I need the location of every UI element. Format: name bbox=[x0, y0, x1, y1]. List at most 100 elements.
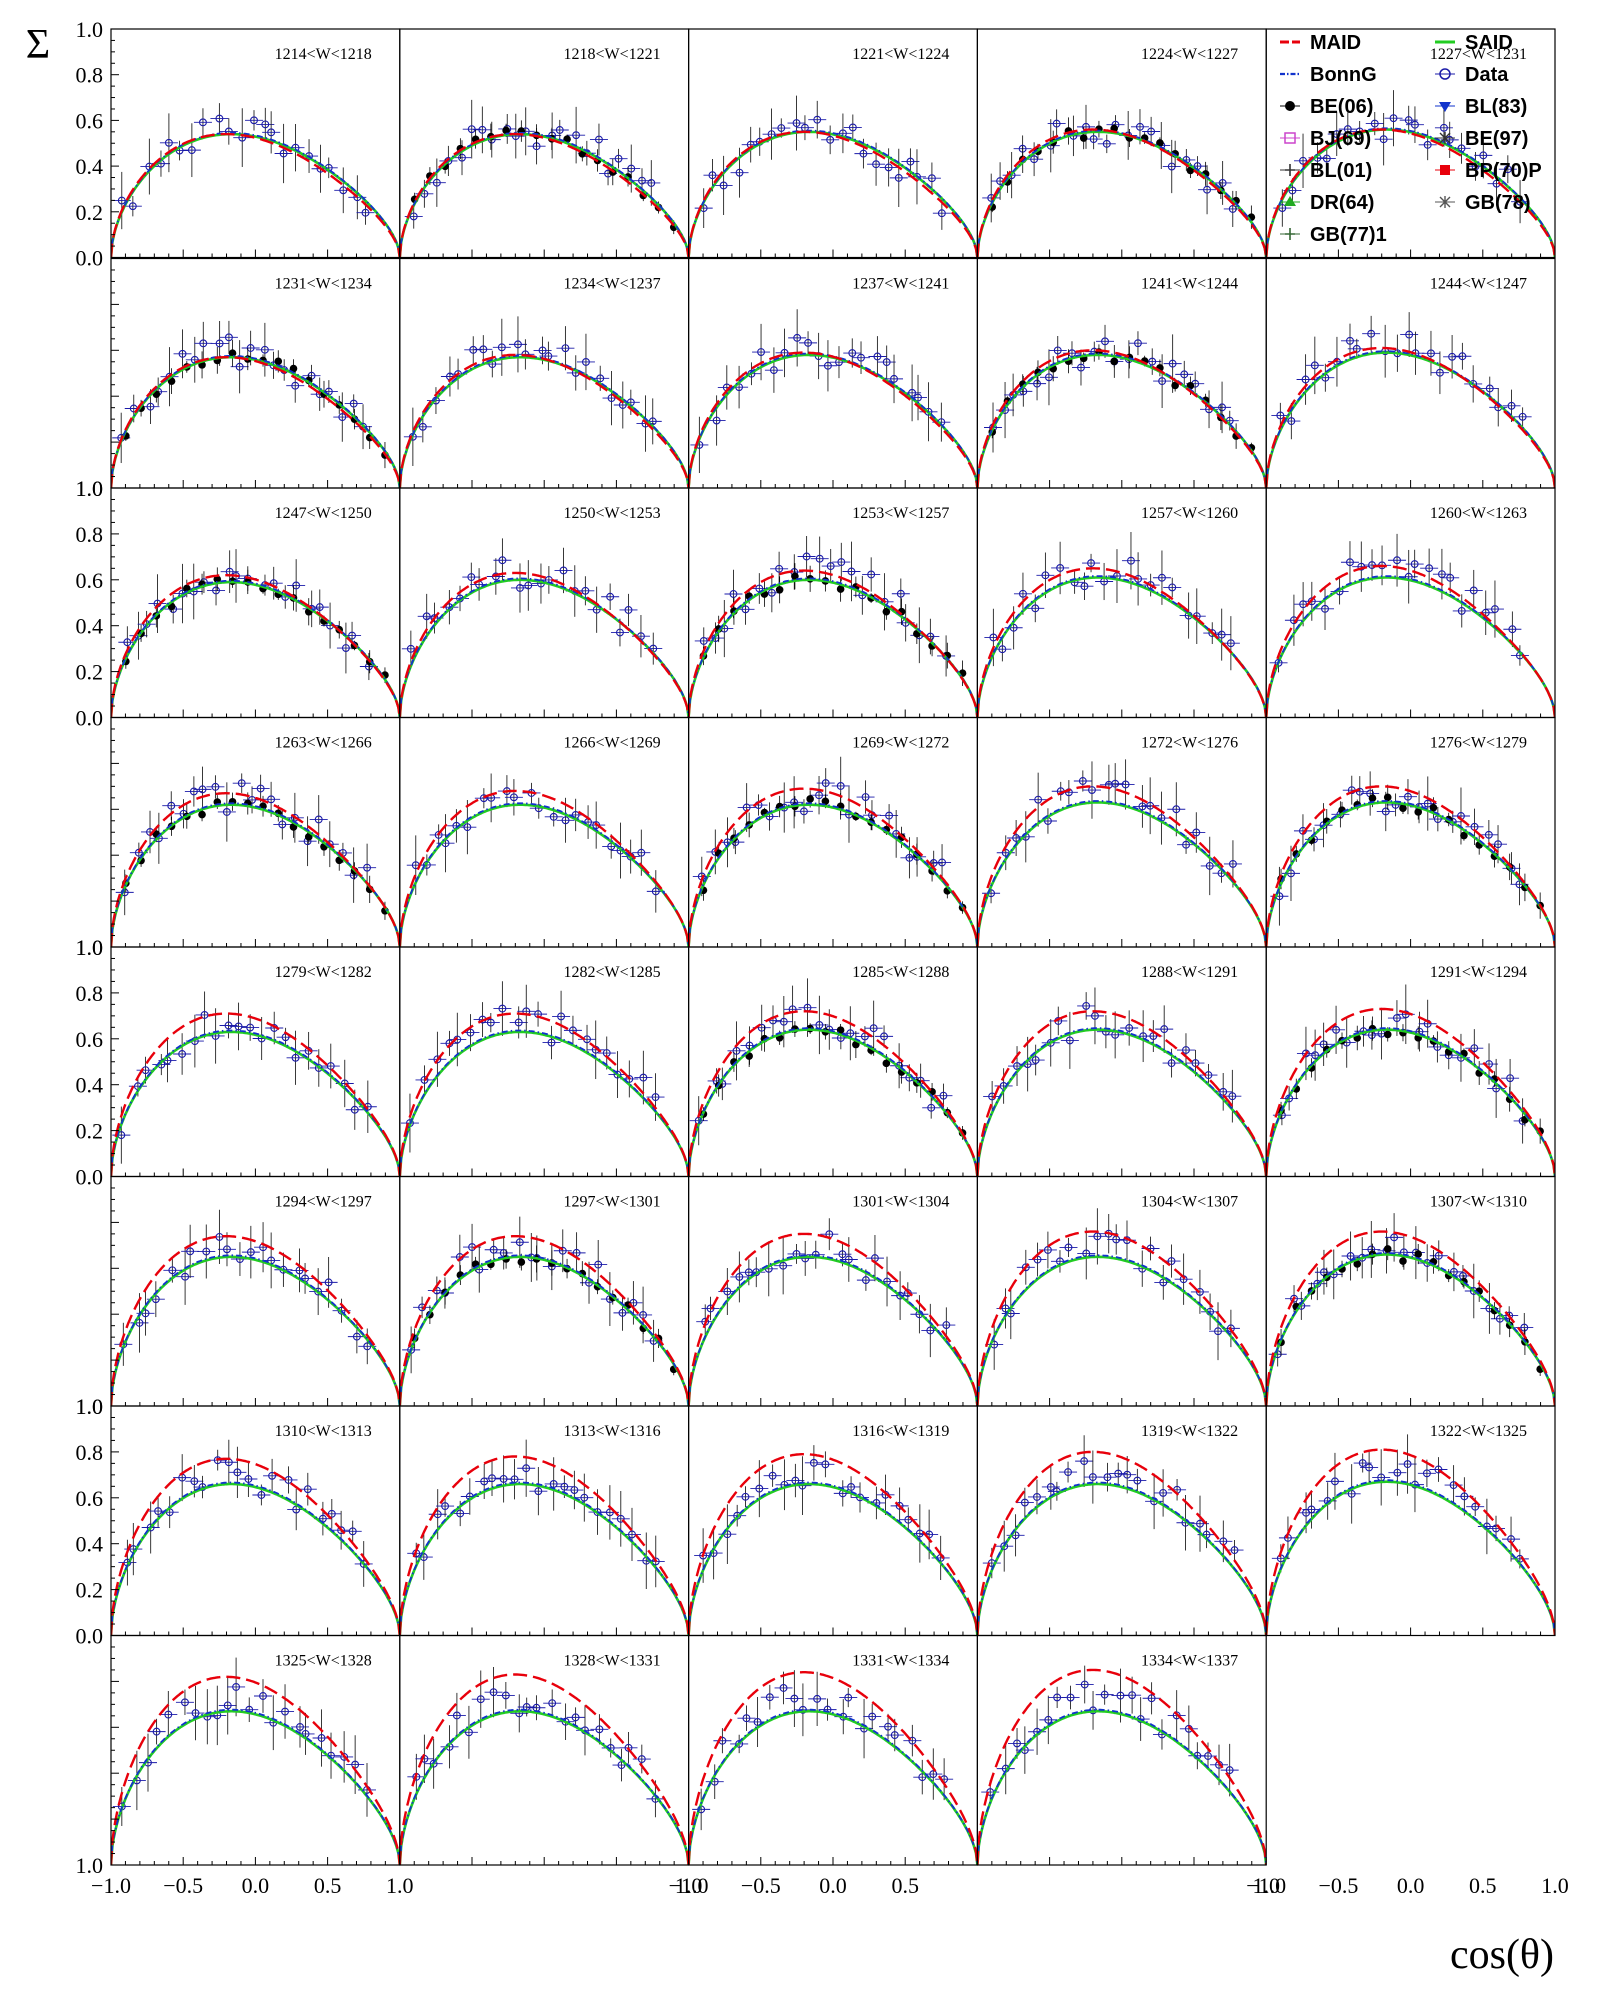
data-point bbox=[876, 1474, 895, 1515]
bonng-curve bbox=[399, 802, 689, 947]
data-point bbox=[492, 318, 511, 376]
data-point bbox=[510, 1694, 529, 1733]
panel-plot-area bbox=[111, 991, 400, 1177]
bonng-curve bbox=[688, 1708, 978, 1865]
data-point bbox=[447, 1692, 466, 1739]
data-point bbox=[575, 1473, 594, 1522]
legend-label: BP(70)P bbox=[1465, 160, 1542, 182]
y-tick-label: 0.4 bbox=[76, 614, 104, 639]
data-point bbox=[504, 779, 523, 816]
bonng-curve bbox=[399, 577, 689, 718]
data-point bbox=[646, 1073, 665, 1121]
data-point bbox=[1142, 116, 1161, 147]
data-point bbox=[760, 1684, 779, 1710]
y-tick-label: 0.4 bbox=[76, 154, 104, 179]
said-curve bbox=[1266, 1253, 1555, 1406]
data-point bbox=[1223, 1069, 1242, 1123]
data-point bbox=[774, 1671, 793, 1705]
maid-curve bbox=[111, 132, 400, 258]
data-point bbox=[856, 780, 875, 814]
data-point bbox=[462, 562, 481, 592]
data-point bbox=[601, 583, 620, 611]
data-point bbox=[1418, 129, 1437, 161]
data-point bbox=[1061, 1685, 1080, 1710]
bonng-curve bbox=[977, 575, 1267, 718]
data-point bbox=[1429, 1240, 1448, 1272]
bonng-curve bbox=[399, 1254, 689, 1406]
data-point bbox=[1199, 1742, 1218, 1770]
data-point bbox=[1221, 616, 1240, 671]
panel-plot-area bbox=[688, 309, 978, 488]
data-point bbox=[474, 335, 493, 364]
panel-label: 1331<W<1334 bbox=[852, 1653, 949, 1670]
data-point bbox=[1141, 777, 1160, 835]
data-point bbox=[529, 1001, 548, 1027]
panel-1218<W<1221: 1218<W<1221 bbox=[399, 28, 690, 259]
data-point bbox=[770, 551, 789, 586]
y-tick-label: 0.4 bbox=[76, 1073, 104, 1098]
data-point bbox=[217, 1232, 236, 1267]
maid-curve bbox=[1266, 1230, 1555, 1406]
y-tick-label: 1.0 bbox=[76, 1853, 104, 1878]
data-point bbox=[1047, 109, 1066, 138]
data-point bbox=[1155, 1005, 1174, 1053]
data-point bbox=[816, 1451, 835, 1478]
data-point bbox=[1420, 548, 1439, 588]
data-point bbox=[241, 1225, 260, 1279]
data-point bbox=[1209, 1302, 1228, 1361]
panel-frame bbox=[976, 946, 1267, 1178]
data-point bbox=[1330, 578, 1349, 605]
legend-label: BE(97) bbox=[1465, 128, 1528, 150]
data-point bbox=[705, 1764, 724, 1800]
maid-curve bbox=[399, 571, 689, 718]
maid-curve bbox=[977, 349, 1267, 488]
panel-frame bbox=[399, 716, 690, 948]
y-tick-label: 1.0 bbox=[76, 1394, 104, 1419]
x-tick-label: 1.0 bbox=[386, 1873, 414, 1898]
maid-curve bbox=[688, 1010, 978, 1177]
x-tick-label: 1.0 bbox=[1541, 1873, 1569, 1898]
panels-layer: 1214<W<1218 1218<W<1221 1221<W<1224 1224<W<… bbox=[110, 28, 1556, 1866]
data-point bbox=[1015, 1487, 1034, 1518]
said-curve bbox=[977, 353, 1267, 488]
data-point bbox=[996, 1742, 1015, 1795]
legend-entry-BonnG: BonnG bbox=[1280, 64, 1377, 86]
panel-label: 1237<W<1241 bbox=[852, 276, 949, 293]
data-point bbox=[862, 557, 881, 592]
data-point bbox=[1421, 330, 1440, 376]
legend-label: BL(83) bbox=[1465, 96, 1527, 118]
data-point bbox=[436, 1495, 455, 1517]
panel-1310<W<1313: 1310<W<1313 bbox=[110, 1405, 401, 1637]
be06-point bbox=[791, 563, 799, 590]
data-point bbox=[804, 1445, 823, 1481]
data-point bbox=[493, 981, 512, 1036]
data-point bbox=[875, 1025, 894, 1048]
data-point bbox=[1167, 782, 1186, 837]
data-point bbox=[1452, 594, 1471, 628]
be06-point bbox=[1353, 1025, 1362, 1051]
maid-curve bbox=[111, 574, 400, 718]
said-curve bbox=[111, 1482, 400, 1636]
panel-label: 1282<W<1285 bbox=[563, 964, 660, 981]
panel-1227<W<1231: 1227<W<1231 bbox=[1265, 28, 1556, 259]
y-tick-label: 1.0 bbox=[76, 17, 104, 42]
data-point bbox=[1428, 1031, 1447, 1063]
data-point bbox=[1441, 562, 1460, 593]
panel-frame bbox=[110, 257, 401, 489]
data-point bbox=[519, 560, 538, 611]
data-point bbox=[218, 1676, 237, 1735]
panel-1269<W<1272: 1269<W<1272 bbox=[687, 716, 978, 948]
data-point bbox=[1360, 1450, 1379, 1485]
legend-marker bbox=[1440, 165, 1450, 175]
panel-label: 1250<W<1253 bbox=[563, 505, 660, 522]
data-point bbox=[566, 1707, 585, 1728]
maid-curve bbox=[399, 1012, 689, 1177]
said-curve bbox=[1266, 1028, 1555, 1177]
maid-curve bbox=[399, 1673, 689, 1865]
data-point bbox=[458, 800, 477, 855]
panel-label: 1279<W<1282 bbox=[275, 964, 372, 981]
panel-1241<W<1244: 1241<W<1244 bbox=[976, 257, 1267, 489]
data-point bbox=[147, 1718, 166, 1745]
bonng-curve bbox=[399, 1708, 689, 1865]
data-point bbox=[718, 1504, 737, 1565]
